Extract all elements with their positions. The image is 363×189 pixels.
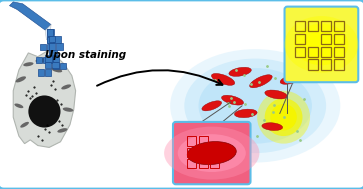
Bar [47,36,54,43]
Bar [334,21,344,31]
Bar [49,50,56,57]
Bar [47,44,53,50]
Bar [50,57,57,63]
Ellipse shape [164,127,260,180]
Ellipse shape [262,123,283,130]
Ellipse shape [51,67,62,72]
Ellipse shape [187,142,236,165]
Bar [187,159,196,168]
Bar [47,37,53,43]
Circle shape [28,95,61,128]
Ellipse shape [63,108,73,112]
Bar [45,62,51,68]
Bar [38,69,44,76]
Ellipse shape [199,68,312,144]
Ellipse shape [211,74,235,85]
Bar [321,46,331,57]
Bar [321,59,331,70]
Bar [43,57,49,63]
FancyBboxPatch shape [173,122,250,184]
Ellipse shape [36,58,48,63]
Bar [49,36,56,42]
Bar [199,159,208,168]
FancyBboxPatch shape [285,7,358,82]
Polygon shape [9,2,51,30]
Bar [321,34,331,44]
Bar [187,136,196,146]
Ellipse shape [229,67,251,76]
Ellipse shape [257,91,310,144]
Bar [49,43,56,50]
Bar [53,56,59,62]
Bar [40,44,46,50]
Ellipse shape [20,122,29,128]
Ellipse shape [250,75,272,88]
Bar [36,57,42,63]
Ellipse shape [170,49,340,163]
Ellipse shape [23,62,33,66]
Ellipse shape [57,128,68,133]
Ellipse shape [15,104,23,108]
Bar [56,43,63,50]
Ellipse shape [280,74,302,84]
Bar [308,21,318,31]
Ellipse shape [184,59,326,153]
Bar [199,136,208,146]
Bar [334,59,344,70]
Ellipse shape [178,134,246,172]
Text: Upon staining: Upon staining [45,50,126,60]
Bar [50,50,57,56]
Bar [210,148,219,157]
Ellipse shape [234,109,257,118]
Bar [321,21,331,31]
Ellipse shape [61,84,71,89]
Bar [54,36,61,43]
Bar [199,148,208,157]
Bar [45,69,51,76]
Bar [295,21,306,31]
Ellipse shape [285,16,358,73]
Bar [308,59,318,70]
Bar [308,46,318,57]
Bar [187,148,196,157]
Ellipse shape [221,95,244,105]
Bar [47,29,54,35]
Ellipse shape [304,31,339,58]
Bar [45,56,52,62]
Bar [210,159,219,168]
Bar [47,29,53,36]
Ellipse shape [265,98,302,136]
Bar [295,34,306,44]
Ellipse shape [294,24,348,65]
Bar [295,46,306,57]
Bar [60,63,66,69]
Ellipse shape [16,76,26,82]
Bar [52,62,58,68]
Bar [53,63,59,69]
Ellipse shape [265,90,287,99]
Ellipse shape [270,104,297,130]
Ellipse shape [202,101,221,111]
Bar [334,34,344,44]
Polygon shape [13,51,76,147]
Polygon shape [45,25,51,40]
Bar [334,46,344,57]
